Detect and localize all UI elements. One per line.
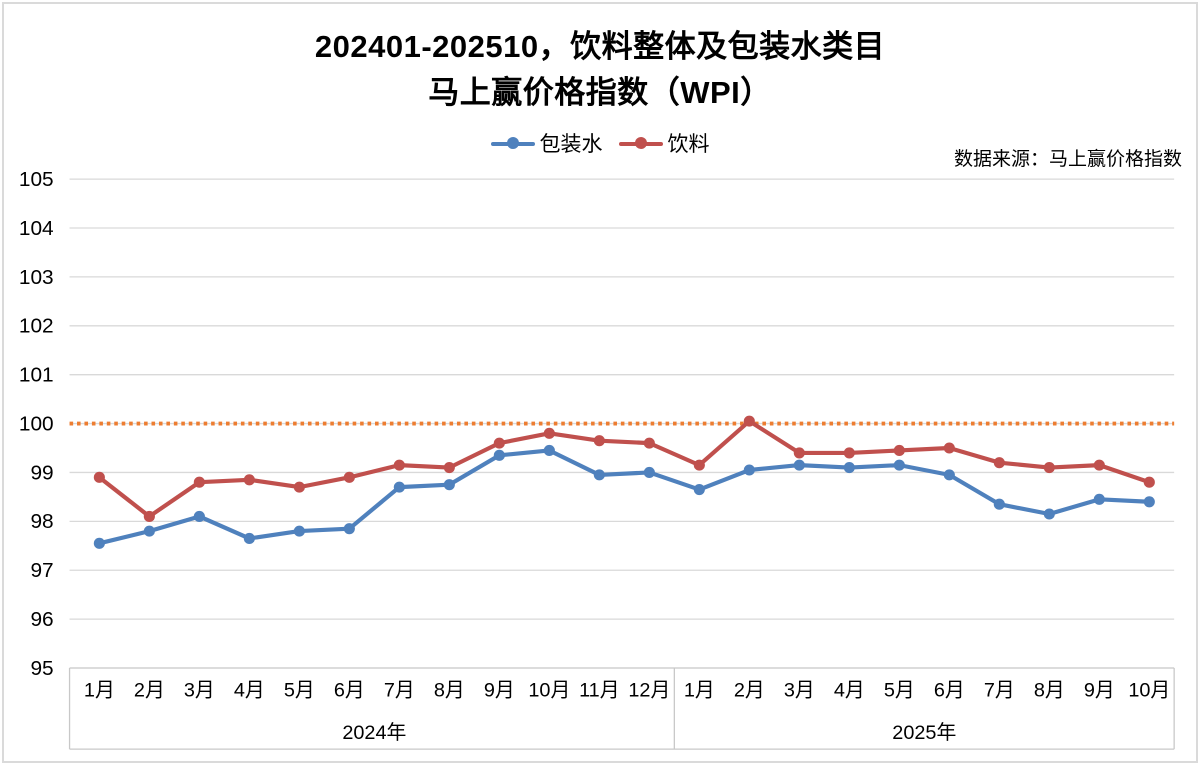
x-year-label: 2024年 — [342, 722, 406, 744]
data-point-marker — [193, 476, 205, 488]
chart-title-line2: 马上赢价格指数（WPI） — [428, 75, 772, 110]
x-month-label: 1月 — [684, 680, 715, 702]
x-month-label: 12月 — [628, 680, 670, 702]
data-point-marker — [1043, 508, 1055, 520]
data-point-marker — [893, 459, 905, 471]
data-point-marker — [743, 464, 755, 476]
data-point-marker — [793, 459, 805, 471]
chart-plot: 95 96 97 98 99 100 101 102 103 104 105 1月 2月 3月 4月 5月 6月… — [19, 168, 1175, 750]
data-point-marker — [143, 510, 155, 522]
x-month-label: 6月 — [934, 680, 965, 702]
y-tick-label: 99 — [30, 461, 53, 484]
data-point-marker — [1043, 462, 1055, 474]
legend-label-packaged-water: 包装水 — [539, 133, 603, 156]
data-point-marker — [643, 437, 655, 449]
y-tick-label: 102 — [19, 315, 54, 338]
x-month-label: 7月 — [384, 680, 415, 702]
y-tick-label: 97 — [30, 559, 53, 582]
data-point-marker — [543, 427, 555, 439]
x-month-label: 3月 — [184, 680, 215, 702]
data-point-marker — [893, 444, 905, 456]
data-source-note: 数据来源：马上赢价格指数 — [953, 149, 1182, 170]
x-month-label: 6月 — [334, 680, 365, 702]
legend-item-beverage: 饮料 — [618, 128, 710, 158]
y-tick-label: 100 — [19, 413, 54, 436]
data-point-marker — [143, 525, 155, 537]
data-point-marker — [293, 525, 305, 537]
legend: 包装水 饮料 — [4, 130, 1196, 156]
data-point-marker — [793, 447, 805, 459]
x-month-label: 5月 — [884, 680, 915, 702]
data-point-marker — [443, 462, 455, 474]
data-point-marker — [493, 449, 505, 461]
y-tick-label: 96 — [30, 608, 53, 631]
x-month-label: 7月 — [984, 680, 1015, 702]
data-point-marker — [543, 444, 555, 456]
data-point-marker — [593, 469, 605, 481]
x-month-label: 5月 — [284, 680, 315, 702]
data-point-marker — [693, 484, 705, 496]
data-point-marker — [343, 523, 355, 535]
legend-item-packaged-water: 包装水 — [490, 128, 603, 158]
data-point-marker — [1093, 493, 1105, 505]
data-point-marker — [943, 442, 955, 454]
data-point-marker — [193, 510, 205, 522]
data-point-marker — [493, 437, 505, 449]
y-tick-label: 98 — [30, 510, 53, 533]
chart-title-line1: 202401-202510，饮料整体及包装水类目 — [314, 29, 886, 64]
data-point-marker — [1143, 476, 1155, 488]
x-month-label: 2月 — [134, 680, 165, 702]
data-point-marker — [993, 457, 1005, 469]
line-marker-icon — [618, 137, 663, 150]
x-month-label: 3月 — [784, 680, 815, 702]
x-month-label: 8月 — [1034, 680, 1065, 702]
data-point-marker — [343, 471, 355, 483]
y-tick-label: 104 — [19, 217, 54, 240]
y-tick-label: 95 — [30, 657, 53, 680]
data-point-marker — [1093, 459, 1105, 471]
legend-label-beverage: 饮料 — [667, 133, 710, 156]
data-point-marker — [443, 479, 455, 491]
x-month-label: 4月 — [234, 680, 265, 702]
y-tick-label: 103 — [19, 266, 54, 289]
x-month-label: 2月 — [734, 680, 765, 702]
y-tick-label: 101 — [19, 364, 54, 387]
chart-title: 202401-202510，饮料整体及包装水类目 马上赢价格指数（WPI） — [4, 24, 1196, 116]
data-point-marker — [593, 435, 605, 447]
x-month-label: 9月 — [1084, 680, 1115, 702]
y-tick-label: 105 — [19, 168, 54, 191]
data-point-marker — [993, 498, 1005, 510]
data-point-marker — [393, 481, 405, 493]
data-point-marker — [843, 462, 855, 474]
x-year-label: 2025年 — [892, 722, 956, 744]
data-point-marker — [743, 415, 755, 427]
series-line — [97, 419, 1152, 519]
x-month-label: 4月 — [834, 680, 865, 702]
data-point-marker — [843, 447, 855, 459]
x-month-label: 10月 — [528, 680, 570, 702]
line-marker-icon — [490, 137, 535, 150]
data-point-marker — [393, 459, 405, 471]
data-point-marker — [693, 459, 705, 471]
data-point-marker — [943, 469, 955, 481]
series-line — [97, 448, 1152, 546]
data-point-marker — [243, 474, 255, 486]
x-month-label: 9月 — [484, 680, 515, 702]
x-month-label: 11月 — [579, 680, 619, 702]
data-point-marker — [93, 471, 105, 483]
data-point-marker — [243, 532, 255, 544]
data-point-marker — [293, 481, 305, 493]
x-month-label: 1月 — [84, 680, 115, 702]
data-point-marker — [1143, 496, 1155, 508]
data-point-marker — [643, 466, 655, 478]
data-point-marker — [93, 537, 105, 549]
x-month-label: 10月 — [1128, 680, 1170, 702]
x-month-label: 8月 — [434, 680, 465, 702]
